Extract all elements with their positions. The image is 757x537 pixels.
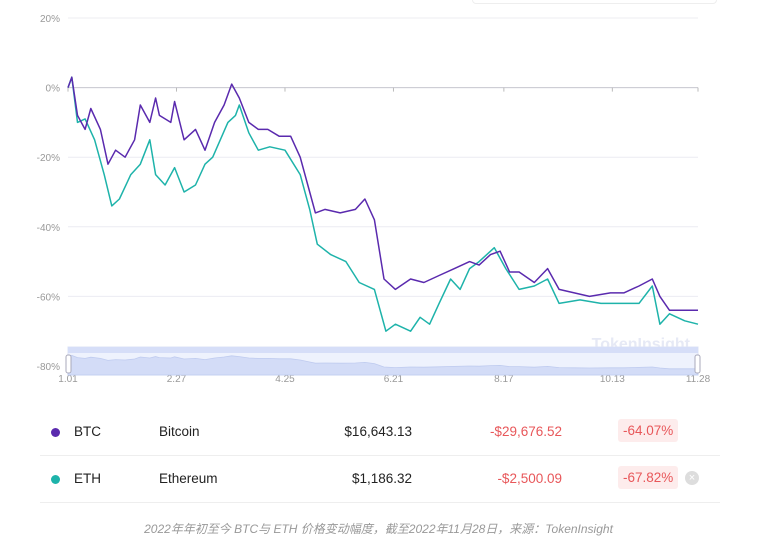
price: $1,186.32 xyxy=(351,471,412,486)
coin-name: Bitcoin xyxy=(159,424,200,439)
x-tick-label: 11.28 xyxy=(686,374,711,385)
series-line-btc xyxy=(67,76,698,312)
range-handle-right[interactable] xyxy=(694,354,701,374)
remove-icon[interactable]: × xyxy=(685,471,699,485)
price: $16,643.13 xyxy=(344,424,412,439)
coin-name: Ethereum xyxy=(159,471,218,486)
y-tick-label: -20% xyxy=(37,153,60,164)
x-tick-label: 10.13 xyxy=(600,374,625,385)
table-row-btc[interactable]: BTC Bitcoin $16,643.13 -$29,676.52 -64.0… xyxy=(40,409,720,456)
table-row-eth[interactable]: ETH Ethereum $1,186.32 -$2,500.09 -67.82… xyxy=(40,456,720,503)
x-tick-label: 6.21 xyxy=(384,374,404,385)
price-change-chart: 20% 0% -20% -40% -60% -80%1.01 2.27 4.25 6.21 8.1… xyxy=(37,14,711,385)
x-tick-label: 8.17 xyxy=(494,374,514,385)
symbol: ETH xyxy=(74,471,101,486)
y-tick-label: 20% xyxy=(40,14,60,25)
range-slider-preview xyxy=(67,354,699,376)
y-tick-label: -60% xyxy=(37,292,60,303)
percent-change-badge: -67.82% xyxy=(618,466,679,489)
eth-legend-dot xyxy=(51,475,60,484)
x-tick-label: 4.25 xyxy=(275,374,295,385)
x-tick-label: 2.27 xyxy=(167,374,187,385)
price-change: -$29,676.52 xyxy=(489,424,562,439)
x-tick-label: 1.01 xyxy=(58,374,78,385)
series-line-eth xyxy=(67,76,699,332)
percent-change-badge: -64.07% xyxy=(618,419,679,442)
symbol: BTC xyxy=(74,424,101,439)
range-slider-bar xyxy=(68,347,698,353)
y-tick-label: 0% xyxy=(46,84,61,95)
range-handle-left[interactable] xyxy=(65,354,72,374)
y-tick-label: -80% xyxy=(37,362,60,373)
y-tick-label: -40% xyxy=(37,223,60,234)
price-change: -$2,500.09 xyxy=(497,471,562,486)
btc-legend-dot xyxy=(51,428,60,437)
